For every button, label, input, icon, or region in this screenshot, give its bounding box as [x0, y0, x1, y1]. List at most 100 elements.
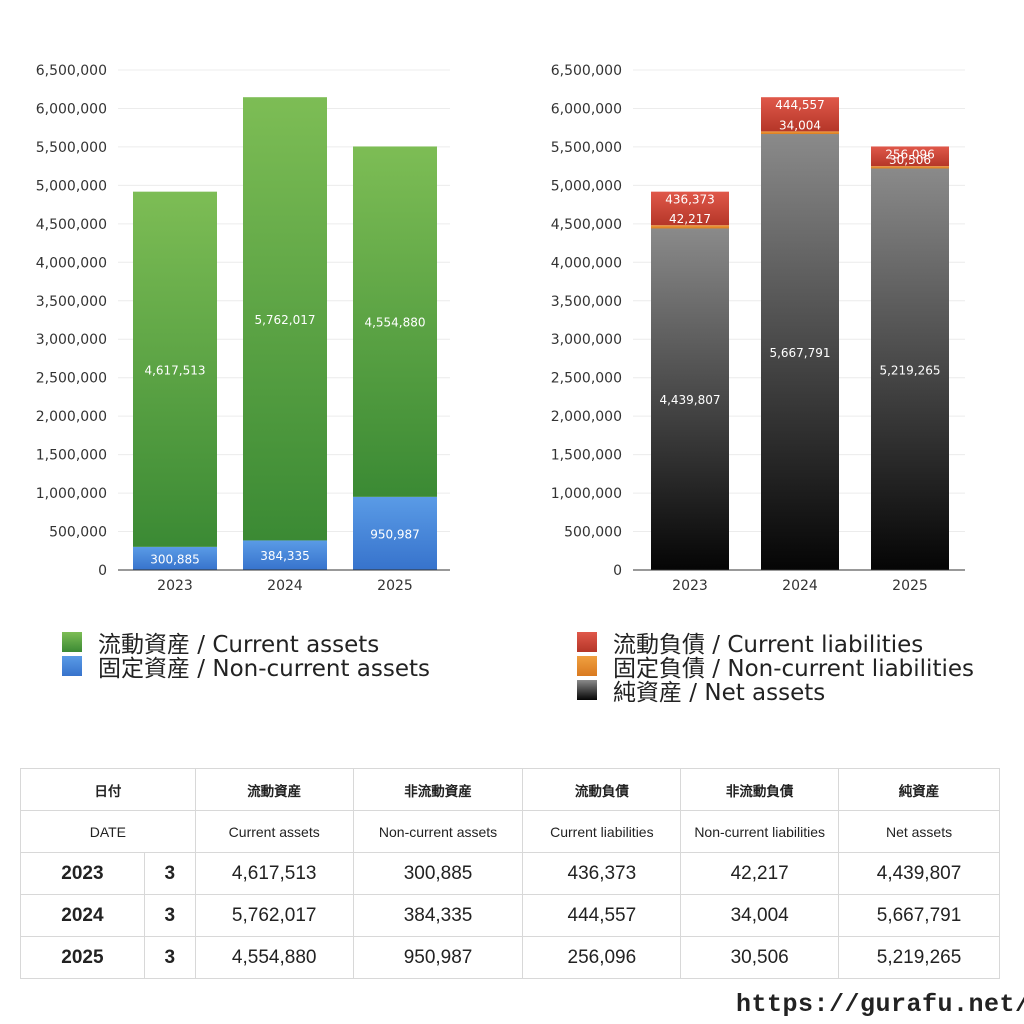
legend-label-non-current-assets: 固定資産 / Non-current assets — [98, 656, 431, 682]
data-label-net-assets: 5,667,791 — [769, 346, 830, 360]
y-tick-label: 1,000,000 — [551, 486, 622, 502]
data-label-non-current-assets: 950,987 — [370, 527, 420, 541]
table-header-en: DATE Current assets Non-current assets C… — [20, 810, 1000, 853]
th-current-assets-en: Current assets — [194, 810, 354, 853]
cell-current-assets: 4,554,880 — [194, 936, 354, 979]
legend-label-net-assets: 純資産 / Net assets — [613, 680, 826, 706]
assets-chart: 0 500,000 1,000,000 1,500,000 2,000,000 2,500… — [36, 63, 450, 594]
y-tick-label: 0 — [98, 563, 107, 579]
cell-net-assets: 4,439,807 — [838, 852, 1000, 895]
legend-item-current-liabilities: 流動負債 / Current liabilities — [577, 630, 974, 658]
data-label-net-assets: 4,439,807 — [659, 393, 720, 407]
data-label-current-assets: 4,617,513 — [144, 363, 205, 377]
x-tick-label: 2025 — [377, 578, 413, 594]
data-label-net-assets: 5,219,265 — [879, 363, 940, 377]
x-tick-label: 2023 — [157, 578, 193, 594]
cell-year: 2023 — [20, 852, 145, 895]
th-non-current-liabilities-jp: 非流動負債 — [680, 768, 840, 811]
y-tick-label: 2,500,000 — [551, 371, 622, 387]
liabilities-chart: 0 500,000 1,000,000 1,500,000 2,000,000 2,500… — [551, 63, 965, 594]
bar-non-current-liabilities — [761, 131, 839, 135]
bar-current-liabilities — [761, 97, 839, 132]
y-tick-label: 4,500,000 — [36, 217, 107, 233]
bar-non-current-liabilities — [651, 225, 729, 229]
balance-table: 日付 流動資産 非流動資産 流動負債 非流動負債 純資産 DATE Curren… — [20, 768, 1000, 979]
th-date-jp: 日付 — [20, 768, 196, 811]
legend-label-current-assets: 流動資産 / Current assets — [98, 632, 380, 658]
x-tick-label: 2023 — [672, 578, 708, 594]
cell-non-current-liabilities: 34,004 — [680, 894, 840, 937]
cell-month: 3 — [143, 936, 196, 979]
x-tick-label: 2024 — [782, 578, 818, 594]
cell-non-current-assets: 950,987 — [352, 936, 524, 979]
legend-item-non-current-liabilities: 固定負債 / Non-current liabilities — [577, 654, 974, 682]
cell-year: 2024 — [20, 894, 145, 937]
data-label-current-liabilities: 256,096 — [885, 147, 935, 161]
data-label-current-assets: 4,554,880 — [364, 316, 425, 330]
y-tick-label: 5,000,000 — [36, 178, 107, 194]
cell-current-assets: 4,617,513 — [194, 852, 354, 895]
liabilities-legend: 流動負債 / Current liabilities 固定負債 / Non-cu… — [577, 630, 974, 706]
table-row: 2025 3 4,554,880 950,987 256,096 30,506 … — [20, 936, 1000, 979]
y-tick-label: 6,000,000 — [551, 101, 622, 117]
y-tick-label: 4,500,000 — [551, 217, 622, 233]
cell-current-assets: 5,762,017 — [194, 894, 354, 937]
data-label-non-current-assets: 384,335 — [260, 549, 310, 563]
y-tick-label: 3,000,000 — [551, 332, 622, 348]
cell-current-liabilities: 436,373 — [522, 852, 682, 895]
y-tick-label: 3,500,000 — [551, 294, 622, 310]
bar-current-assets — [133, 191, 217, 547]
th-non-current-assets-jp: 非流動資産 — [352, 768, 524, 811]
table-row: 2024 3 5,762,017 384,335 444,557 34,004 … — [20, 894, 1000, 937]
y-tick-label: 4,000,000 — [36, 255, 107, 271]
bar-non-current-assets — [353, 496, 437, 570]
legend-label-current-liabilities: 流動負債 / Current liabilities — [613, 632, 924, 658]
y-tick-label: 6,500,000 — [36, 63, 107, 79]
y-tick-label: 1,000,000 — [36, 486, 107, 502]
y-tick-label: 3,500,000 — [36, 294, 107, 310]
data-label-current-assets: 5,762,017 — [254, 313, 315, 327]
bar-net-assets — [761, 134, 839, 570]
bar-non-current-assets — [243, 540, 327, 570]
bar-non-current-liabilities — [871, 166, 949, 169]
legend-swatch-current-liabilities — [577, 632, 597, 652]
y-tick-label: 5,500,000 — [551, 140, 622, 156]
site-url: https://gurafu.net/ — [736, 990, 1024, 1019]
cell-non-current-liabilities: 30,506 — [680, 936, 840, 979]
th-non-current-assets-en: Non-current assets — [352, 810, 524, 853]
bar-net-assets — [651, 228, 729, 570]
x-tick-label: 2024 — [267, 578, 303, 594]
charts-canvas: 0 500,000 1,000,000 1,500,000 2,000,000 2,500… — [36, 63, 965, 594]
y-tick-label: 2,000,000 — [36, 409, 107, 425]
y-tick-label: 2,000,000 — [551, 409, 622, 425]
legend-item-non-current-assets: 固定資産 / Non-current assets — [62, 654, 430, 682]
th-net-assets-en: Net assets — [838, 810, 1000, 853]
legend-swatch-non-current-assets — [62, 656, 82, 676]
table-header-jp: 日付 流動資産 非流動資産 流動負債 非流動負債 純資産 — [20, 768, 1000, 811]
cell-net-assets: 5,219,265 — [838, 936, 1000, 979]
legend-swatch-current-assets — [62, 632, 82, 652]
th-non-current-liabilities-en: Non-current liabilities — [680, 810, 840, 853]
cell-year: 2025 — [20, 936, 145, 979]
data-label-current-liabilities: 436,373 — [665, 193, 715, 207]
cell-month: 3 — [143, 852, 196, 895]
th-date-en: DATE — [20, 810, 196, 853]
y-tick-label: 5,000,000 — [551, 178, 622, 194]
y-tick-label: 1,500,000 — [36, 448, 107, 464]
bar-current-assets — [353, 146, 437, 497]
x-tick-label: 2025 — [892, 578, 928, 594]
y-tick-label: 5,500,000 — [36, 140, 107, 156]
bar-current-assets — [243, 97, 327, 541]
legend-swatch-non-current-liabilities — [577, 656, 597, 676]
bar-current-liabilities — [651, 191, 729, 226]
data-label-non-current-assets: 300,885 — [150, 552, 200, 566]
y-tick-label: 2,500,000 — [36, 371, 107, 387]
data-label-current-liabilities: 444,557 — [775, 98, 825, 112]
th-current-liabilities-en: Current liabilities — [522, 810, 682, 853]
cell-non-current-liabilities: 42,217 — [680, 852, 840, 895]
y-tick-label: 4,000,000 — [551, 255, 622, 271]
th-current-liabilities-jp: 流動負債 — [522, 768, 682, 811]
y-tick-label: 3,000,000 — [36, 332, 107, 348]
th-current-assets-jp: 流動資産 — [194, 768, 354, 811]
y-tick-label: 6,000,000 — [36, 101, 107, 117]
